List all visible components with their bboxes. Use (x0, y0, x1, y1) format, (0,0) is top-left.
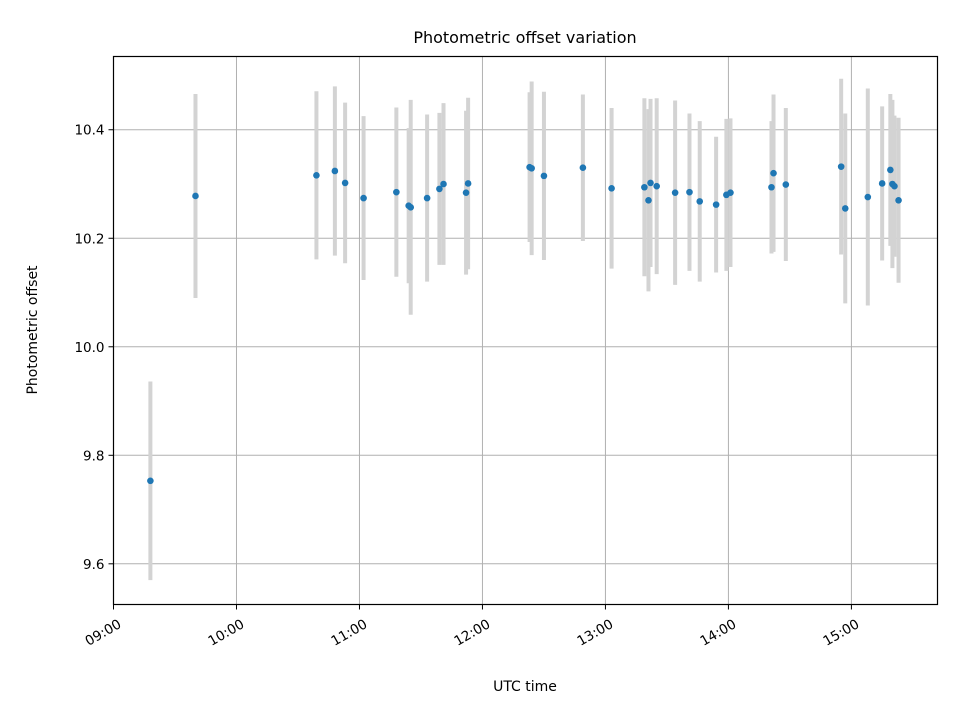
data-point (782, 181, 790, 188)
grid (113, 56, 938, 605)
data-point (528, 164, 535, 172)
data-point (440, 180, 447, 188)
data-point (686, 188, 693, 196)
data-point (579, 164, 587, 172)
data-point (887, 166, 894, 174)
data-point (864, 193, 872, 201)
y-tick-label: 10.4 (74, 123, 104, 139)
y-tick-label: 10.2 (74, 231, 104, 247)
y-tick-label: 9.8 (83, 448, 104, 464)
data-point (671, 189, 679, 196)
data-point (331, 167, 339, 175)
x-axis-label: UTC time (493, 679, 557, 695)
data-point (407, 204, 415, 211)
data-point (608, 185, 615, 192)
data-point (147, 477, 154, 485)
data-point (192, 192, 199, 200)
data-point (360, 194, 367, 202)
data-point (313, 172, 320, 179)
chart-title: Photometric offset variation (413, 28, 636, 47)
y-tick-label: 9.6 (83, 557, 104, 573)
data-point (436, 185, 443, 193)
data-point (696, 198, 704, 205)
data-point (540, 172, 548, 180)
data-point (841, 205, 849, 212)
data-point (464, 180, 472, 187)
y-axis-ticks: 9.6 9.8 10.0 10.2 10.4 (74, 123, 114, 573)
plot-frame (112, 55, 939, 606)
data-point (647, 179, 654, 187)
y-axis-label: Photometric offset (25, 265, 41, 395)
data-point (768, 183, 775, 191)
data-point (837, 163, 845, 170)
data-point (653, 182, 660, 190)
data-point (878, 180, 886, 187)
data-points (147, 163, 902, 485)
data-point (341, 179, 349, 187)
data-point (712, 201, 720, 208)
data-point (727, 189, 734, 196)
data-point (895, 196, 902, 204)
data-point (770, 169, 777, 177)
data-point (462, 189, 470, 196)
data-point (641, 183, 648, 191)
data-point (645, 196, 652, 204)
data-point (423, 194, 431, 202)
y-tick-label: 10.0 (74, 340, 104, 356)
data-point (393, 188, 400, 196)
data-point (891, 182, 898, 190)
